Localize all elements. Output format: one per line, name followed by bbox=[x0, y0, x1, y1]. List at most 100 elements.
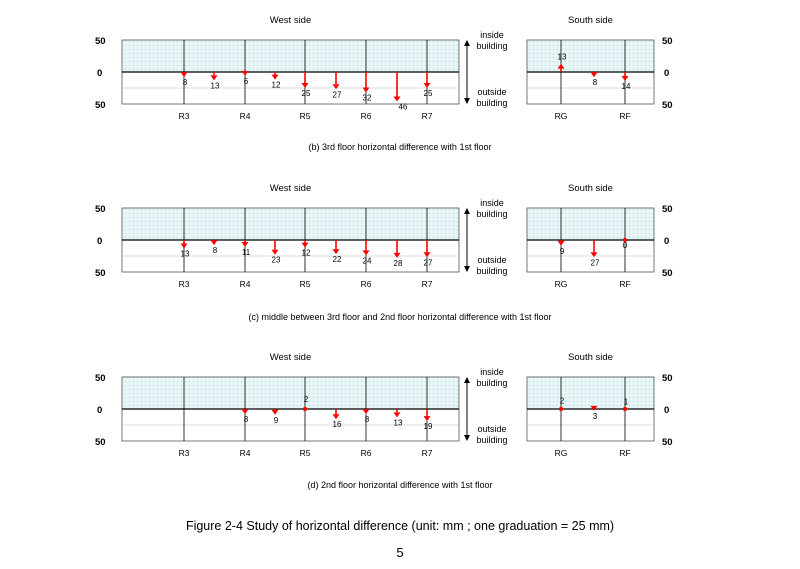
inside-label: building bbox=[476, 41, 507, 51]
inside-label: inside bbox=[480, 367, 504, 377]
y-tick-label: 50 bbox=[95, 204, 106, 215]
data-arrow-head bbox=[557, 63, 565, 69]
data-arrow bbox=[622, 406, 628, 412]
data-label: 9 bbox=[560, 247, 565, 256]
inside-band bbox=[527, 40, 654, 72]
data-label: 13 bbox=[394, 418, 403, 427]
data-label: 8 bbox=[244, 415, 249, 424]
x-tick-label: RF bbox=[619, 111, 630, 121]
data-arrow-head bbox=[301, 242, 309, 248]
inside-label: building bbox=[476, 209, 507, 219]
data-label: 13 bbox=[211, 81, 220, 90]
data-arrow-head bbox=[393, 412, 401, 418]
data-arrow-head bbox=[301, 83, 309, 88]
data-label: 9 bbox=[274, 416, 279, 425]
west-side-title: West side bbox=[270, 15, 312, 26]
data-label: 27 bbox=[591, 258, 600, 267]
x-tick-label: R7 bbox=[422, 279, 433, 289]
inside-band bbox=[122, 377, 459, 409]
outside-label: building bbox=[476, 435, 507, 445]
south-side-title: South side bbox=[568, 15, 613, 26]
data-label: 11 bbox=[242, 248, 251, 257]
data-arrow-head bbox=[393, 96, 401, 102]
panel-caption-c: (c) middle between 3rd floor and 2nd flo… bbox=[248, 312, 552, 322]
x-tick-label: R5 bbox=[300, 111, 311, 121]
inside-band bbox=[122, 208, 459, 240]
data-arrow-head bbox=[241, 409, 249, 415]
x-tick-label: R4 bbox=[240, 448, 251, 458]
data-label: 16 bbox=[333, 420, 342, 429]
y-tick-label: 50 bbox=[662, 373, 673, 384]
x-tick-label: R5 bbox=[300, 448, 311, 458]
data-arrow bbox=[302, 406, 308, 412]
x-tick-label: R5 bbox=[300, 279, 311, 289]
inside-band bbox=[527, 377, 654, 409]
x-tick-label: RF bbox=[619, 279, 630, 289]
y-tick-label: 50 bbox=[95, 100, 106, 111]
y-tick-label: 50 bbox=[662, 100, 673, 111]
page-number: 5 bbox=[396, 545, 404, 560]
x-tick-label: R6 bbox=[361, 111, 372, 121]
x-tick-label: RG bbox=[555, 111, 568, 121]
data-label: 19 bbox=[424, 422, 433, 431]
data-label: 8 bbox=[183, 78, 188, 87]
inside-band bbox=[527, 208, 654, 240]
y-tick-label: 50 bbox=[95, 373, 106, 384]
west-side-title: West side bbox=[270, 352, 312, 363]
outside-label: outside bbox=[477, 424, 506, 434]
data-arrow-head bbox=[271, 74, 279, 80]
data-label: 8 bbox=[213, 246, 218, 255]
data-label: 8 bbox=[593, 78, 598, 87]
data-arrow-head bbox=[393, 252, 401, 258]
x-tick-label: RF bbox=[619, 448, 630, 458]
data-label: 12 bbox=[302, 249, 311, 258]
y-tick-label: 0 bbox=[664, 405, 669, 416]
data-arrow-head bbox=[271, 409, 279, 415]
data-arrow-head bbox=[180, 243, 188, 249]
panel-0: West side South side R3 R4 R5 R6 R7 50 0 50 8 13 6 12… bbox=[95, 15, 673, 121]
x-tick-label: R4 bbox=[240, 111, 251, 121]
data-arrow-head bbox=[423, 252, 431, 258]
outside-label: building bbox=[476, 98, 507, 108]
direction-arrow-down bbox=[464, 435, 470, 441]
data-arrow-head bbox=[241, 242, 249, 248]
data-label: 6 bbox=[244, 77, 249, 86]
panel-caption-b: (b) 3rd floor horizontal difference with… bbox=[308, 142, 492, 152]
data-arrow-head bbox=[241, 70, 249, 76]
direction-arrow-up bbox=[464, 208, 470, 214]
data-label: 22 bbox=[333, 255, 342, 264]
x-tick-label: R3 bbox=[179, 448, 190, 458]
data-arrow-head bbox=[180, 72, 188, 78]
x-tick-label: RG bbox=[555, 448, 568, 458]
y-tick-label: 0 bbox=[664, 236, 669, 247]
data-arrow-head bbox=[210, 75, 218, 81]
outside-label: building bbox=[476, 266, 507, 276]
y-tick-label: 0 bbox=[664, 68, 669, 79]
data-arrow-head bbox=[332, 414, 340, 420]
data-arrow-head bbox=[362, 409, 370, 415]
data-label: 28 bbox=[394, 259, 403, 268]
x-tick-label: R3 bbox=[179, 111, 190, 121]
y-tick-label: 0 bbox=[97, 68, 102, 79]
x-tick-label: R6 bbox=[361, 279, 372, 289]
panel-2: West side South side R3 R4 R5 R6 R7 50 0 50 8 9 2 16 8… bbox=[95, 352, 673, 458]
y-tick-label: 50 bbox=[95, 36, 106, 47]
x-tick-label: R6 bbox=[361, 448, 372, 458]
x-tick-label: R3 bbox=[179, 279, 190, 289]
data-label: 2 bbox=[560, 397, 565, 406]
data-label: 32 bbox=[363, 93, 372, 102]
data-arrow-head bbox=[332, 249, 340, 255]
y-tick-label: 50 bbox=[662, 204, 673, 215]
data-label: 14 bbox=[622, 82, 631, 91]
data-label: 12 bbox=[272, 81, 281, 90]
data-label: 3 bbox=[593, 412, 598, 421]
data-label: 25 bbox=[302, 89, 311, 98]
data-label: 27 bbox=[333, 90, 342, 99]
data-label: 13 bbox=[558, 53, 567, 62]
y-tick-label: 50 bbox=[95, 437, 106, 448]
data-arrow-head bbox=[423, 416, 431, 422]
y-tick-label: 50 bbox=[662, 268, 673, 279]
figure-caption: Figure 2-4 Study of horizontal differenc… bbox=[185, 519, 615, 533]
data-label: 1 bbox=[624, 397, 629, 406]
